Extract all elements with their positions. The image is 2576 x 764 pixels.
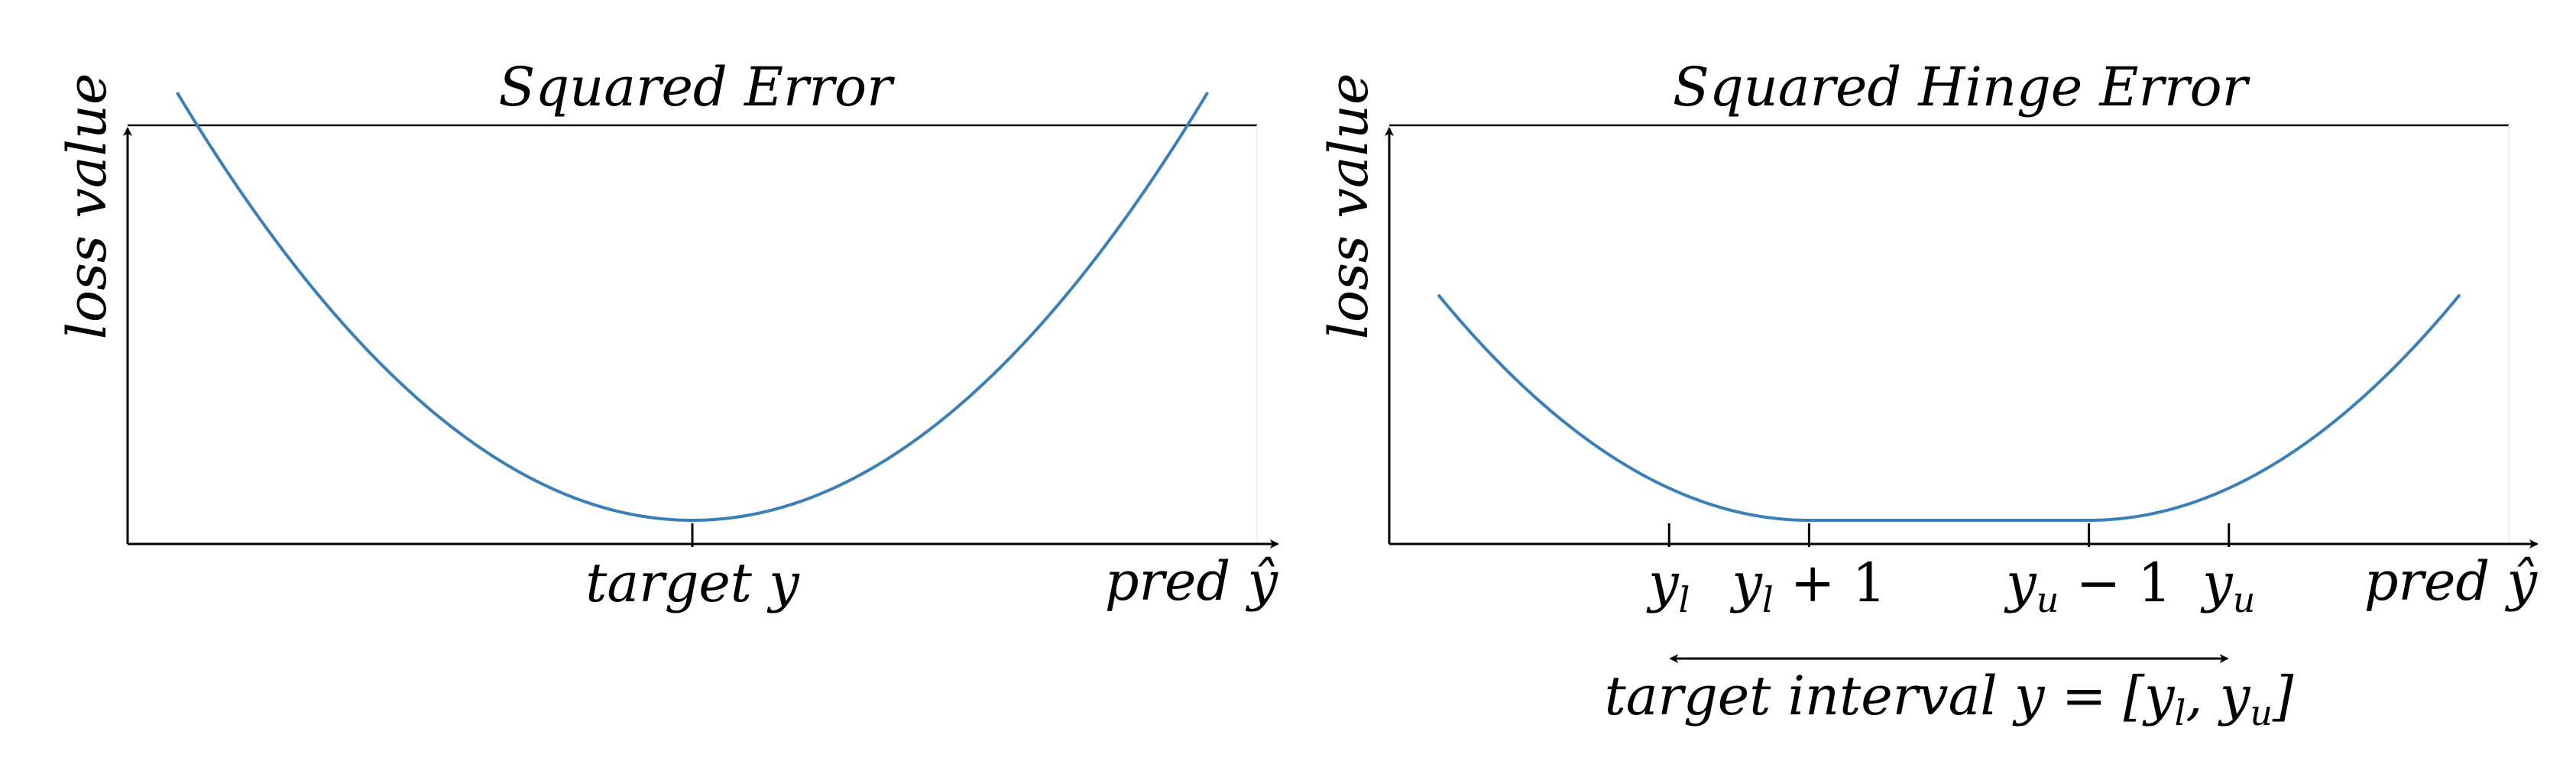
chart-title: Squared Hinge Error <box>1673 56 2250 118</box>
x-tick-label: yl <box>1646 552 1690 620</box>
series-line-squared-error <box>175 91 1210 522</box>
x-axis-label: pred ŷ <box>2364 550 2539 613</box>
series-line-squared-hinge-error <box>1437 293 2461 522</box>
x-axis-label: pred ŷ <box>1105 550 1279 613</box>
chart-title: Squared Error <box>498 56 895 118</box>
x-tick-label: yu − 1 <box>2004 552 2172 620</box>
target-interval-label: target interval y = [yl, yu] <box>1605 665 2294 733</box>
x-tick-label: target y <box>585 552 800 614</box>
y-axis-label: loss value <box>56 73 118 340</box>
x-tick-label: yu <box>2200 552 2255 620</box>
panel-squared-error: Squared Error loss value pred ŷ target y <box>56 56 1279 614</box>
x-tick-label: yl + 1 <box>1729 552 1886 620</box>
panel-squared-hinge-error: Squared Hinge Error loss value pred ŷ yl… <box>1317 56 2539 733</box>
y-axis-label: loss value <box>1317 73 1380 340</box>
